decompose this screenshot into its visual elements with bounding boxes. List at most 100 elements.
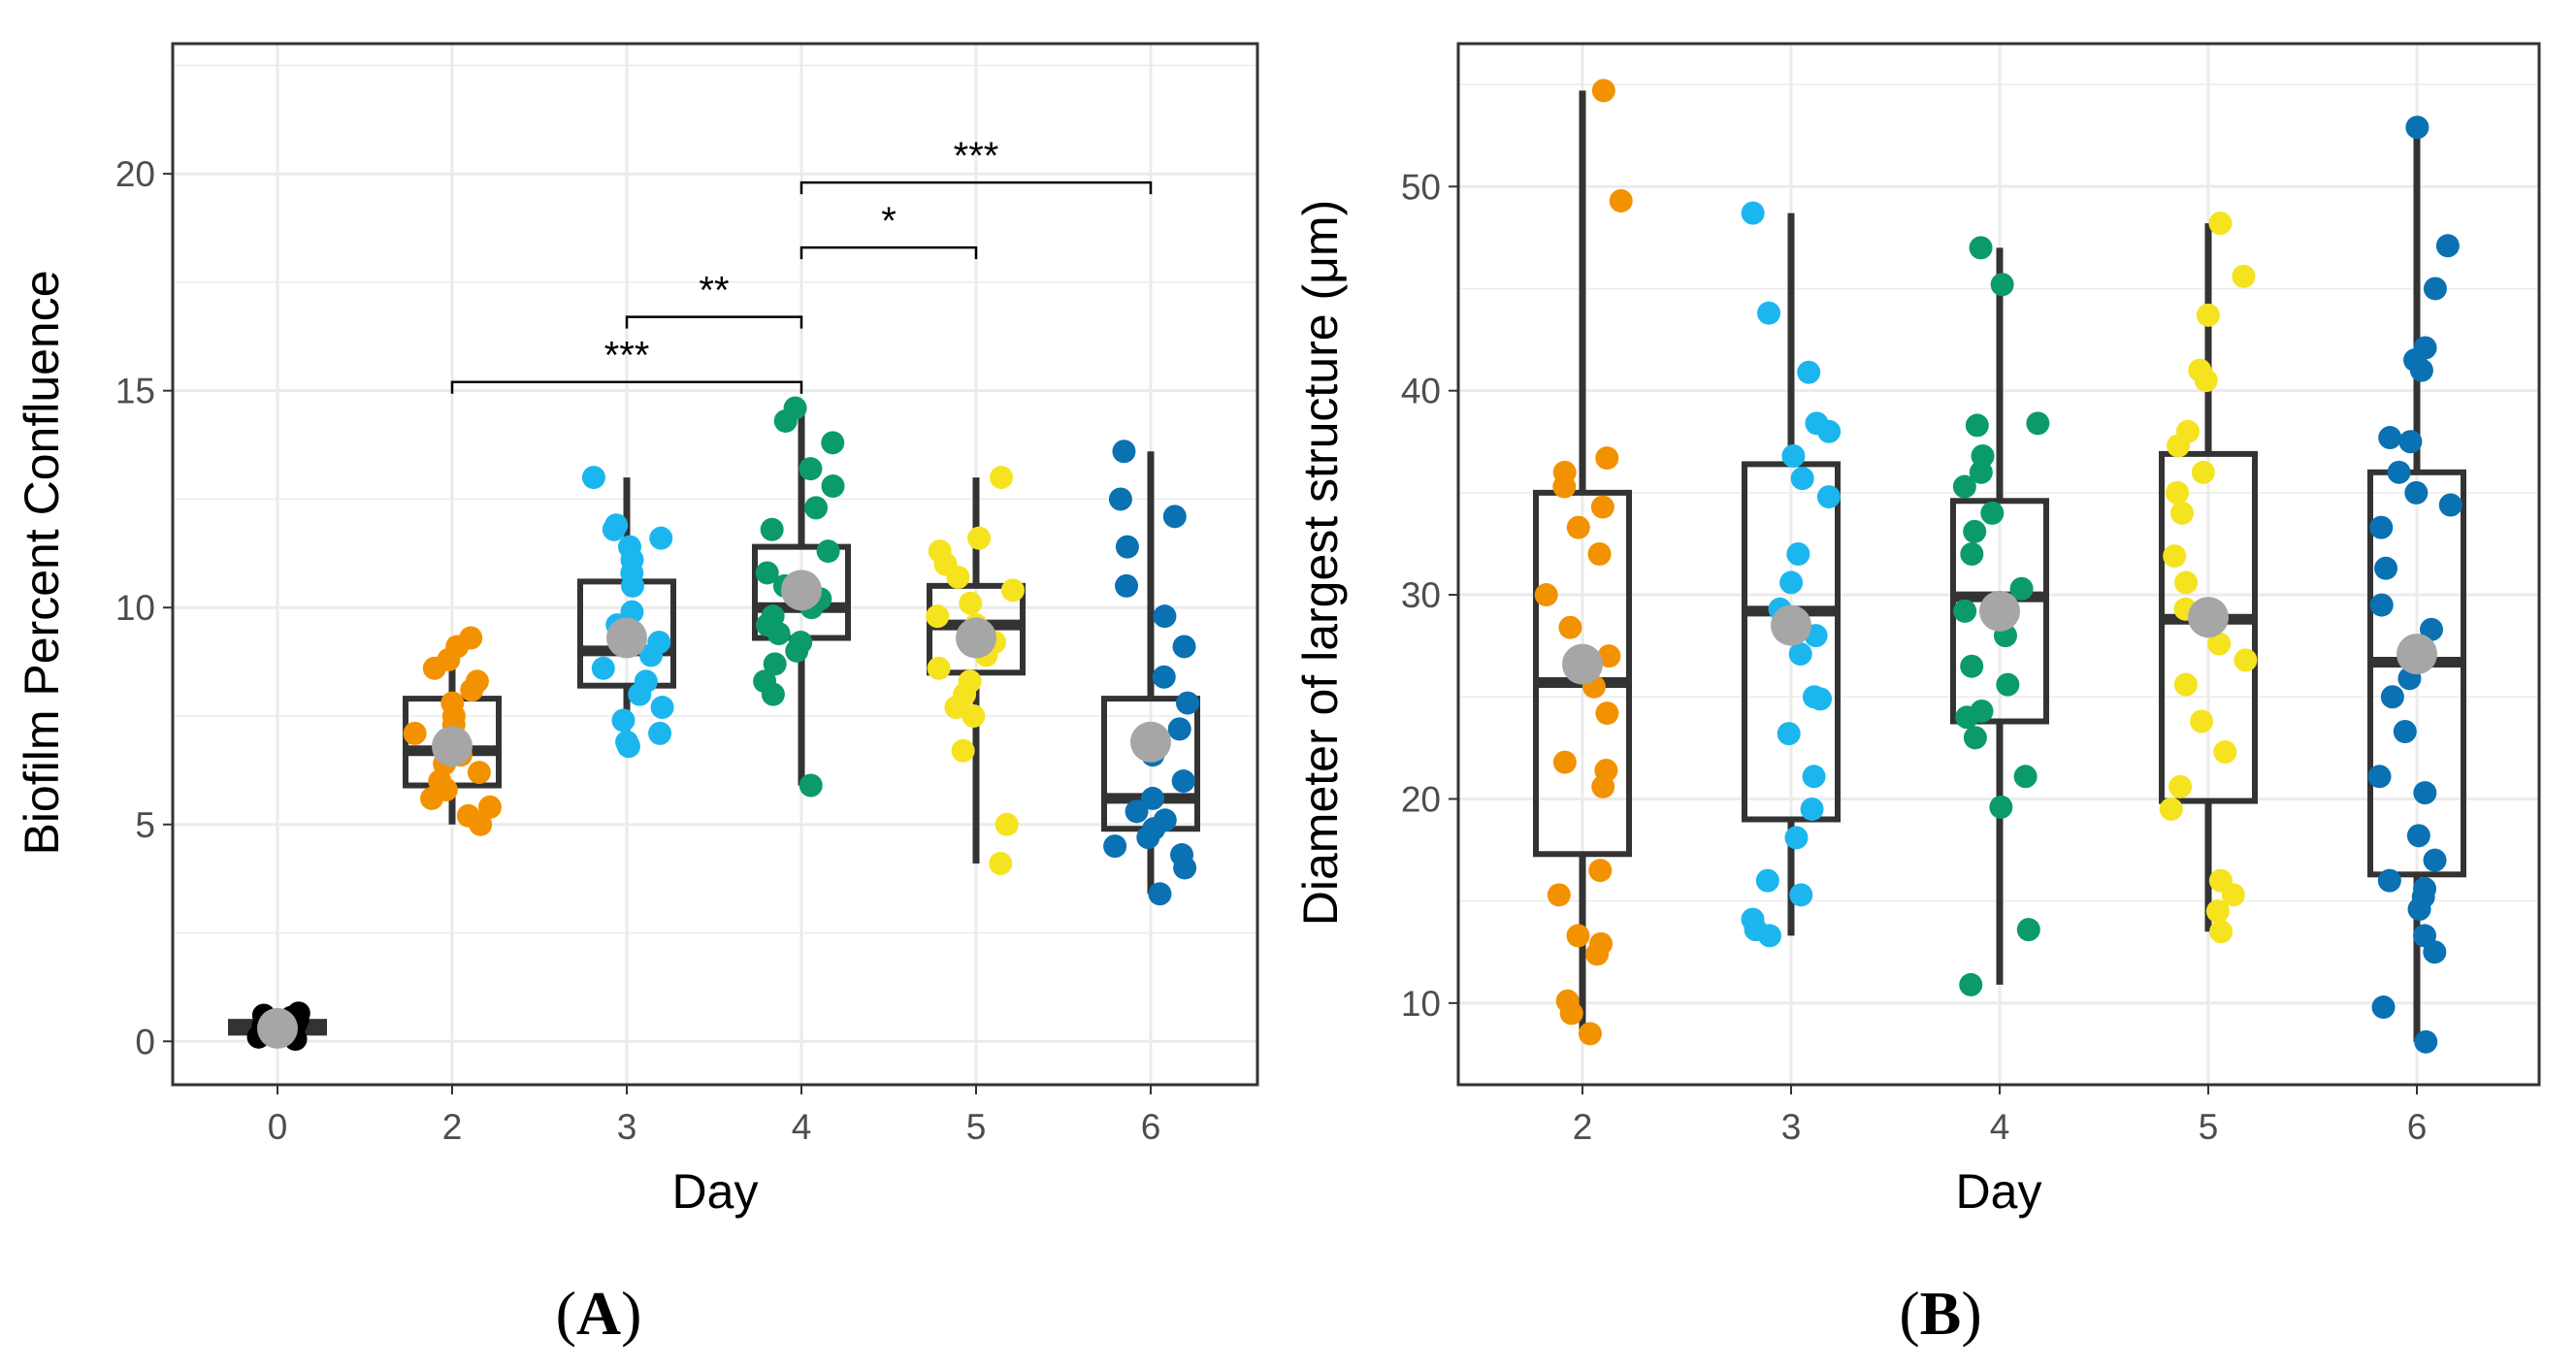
data-point [420, 786, 444, 810]
data-point [2190, 709, 2214, 733]
data-point [1781, 443, 1806, 468]
data-point [804, 496, 829, 520]
data-point [1990, 273, 2014, 297]
data-point [2013, 765, 2038, 789]
data-point [1741, 201, 1765, 225]
y-axis-title: Diameter of largest structure (μm) [1293, 200, 1348, 926]
data-point [1125, 799, 1149, 824]
data-point [2208, 212, 2233, 236]
data-point [2371, 995, 2396, 1020]
data-point [2174, 570, 2199, 595]
data-point [946, 565, 970, 589]
data-point [628, 682, 652, 706]
mean-marker [606, 617, 647, 659]
data-point [1558, 615, 1582, 639]
data-point [1952, 474, 1976, 499]
data-point [2423, 940, 2447, 964]
data-point [1591, 79, 1615, 103]
x-tick-label: 3 [1781, 1107, 1802, 1147]
x-tick-label: 5 [2199, 1107, 2219, 1147]
data-point [1534, 583, 1558, 607]
data-point [2393, 720, 2417, 744]
data-point [2169, 501, 2194, 525]
y-tick-label: 20 [1401, 779, 1441, 819]
mean-marker [956, 617, 996, 659]
data-point [2407, 897, 2431, 922]
mean-marker [781, 570, 822, 611]
y-tick-label: 40 [1401, 372, 1441, 411]
data-point [1800, 797, 1824, 821]
data-point [1965, 413, 1989, 438]
data-point [785, 638, 809, 663]
data-point [1590, 495, 1614, 519]
x-tick-label: 0 [268, 1107, 288, 1147]
data-point [2378, 426, 2402, 450]
data-point [1802, 765, 1826, 789]
plot-area [173, 44, 1257, 1085]
data-point [1757, 924, 1781, 948]
data-point [2423, 277, 2447, 301]
significance-label: * [881, 200, 897, 243]
data-point [422, 656, 446, 680]
data-point [1108, 487, 1132, 511]
data-point [2163, 544, 2187, 569]
mean-marker [1130, 721, 1171, 763]
data-point [927, 656, 951, 680]
data-point [1585, 942, 1610, 966]
y-tick-label: 0 [135, 1022, 155, 1061]
data-point [1779, 570, 1804, 595]
data-point [2026, 411, 2050, 436]
data-point [1167, 717, 1191, 741]
data-point [611, 708, 636, 733]
data-point [799, 457, 823, 481]
data-point [2232, 264, 2256, 288]
data-point [1953, 599, 1977, 623]
data-point [1566, 515, 1590, 539]
data-point [2405, 115, 2429, 140]
data-point [1797, 360, 1821, 384]
data-point [2207, 632, 2232, 656]
data-point [959, 591, 983, 615]
data-point [799, 773, 823, 798]
data-point [1115, 535, 1139, 559]
data-point [1176, 691, 1200, 715]
data-point [1153, 604, 1177, 629]
data-point [460, 678, 484, 702]
x-tick-label: 4 [1990, 1107, 2010, 1147]
box [2159, 450, 2258, 804]
x-tick-label: 2 [1573, 1107, 1593, 1147]
data-point [1162, 505, 1187, 529]
data-point [2213, 740, 2237, 765]
box [2367, 469, 2466, 878]
box [1533, 489, 1632, 858]
data-point [1552, 474, 1577, 499]
data-point [1816, 485, 1841, 509]
mean-marker [1771, 604, 1811, 646]
data-point [1591, 774, 1615, 799]
data-point [1955, 705, 1979, 730]
data-point [2168, 774, 2193, 799]
y-axis-title: Biofilm Percent Confluence [15, 270, 69, 855]
data-point [821, 431, 845, 455]
data-point [620, 573, 644, 598]
data-point [1136, 826, 1160, 850]
data-point [1789, 883, 1813, 907]
data-point [2165, 480, 2189, 505]
significance-label: *** [604, 335, 650, 377]
data-point [1960, 541, 1984, 566]
data-point [1963, 726, 1987, 750]
data-point [821, 474, 845, 499]
significance-label: ** [699, 270, 729, 312]
data-point [951, 738, 975, 763]
data-point [926, 604, 950, 629]
data-point [1552, 750, 1577, 774]
significance-bracket [799, 245, 978, 260]
x-tick-label: 6 [2407, 1107, 2428, 1147]
data-point [2209, 920, 2234, 944]
data-point [763, 652, 787, 676]
data-point [1597, 644, 1621, 668]
significance-bracket [625, 315, 803, 329]
data-point [2167, 434, 2191, 458]
data-point [2159, 797, 2183, 821]
data-point [1152, 665, 1176, 689]
